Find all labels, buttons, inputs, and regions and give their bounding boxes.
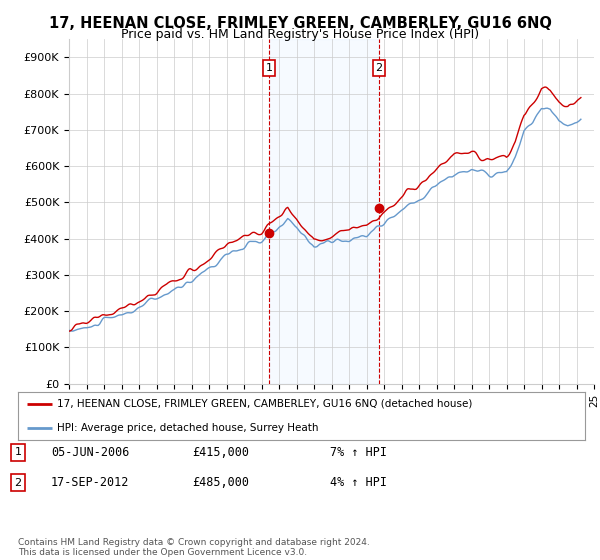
Text: 17, HEENAN CLOSE, FRIMLEY GREEN, CAMBERLEY, GU16 6NQ (detached house): 17, HEENAN CLOSE, FRIMLEY GREEN, CAMBERL… bbox=[56, 399, 472, 409]
Bar bbox=[269, 39, 379, 384]
Text: 7% ↑ HPI: 7% ↑ HPI bbox=[330, 446, 387, 459]
Text: 2: 2 bbox=[14, 478, 22, 488]
Text: HPI: Average price, detached house, Surrey Heath: HPI: Average price, detached house, Surr… bbox=[56, 423, 318, 433]
Text: £485,000: £485,000 bbox=[192, 476, 249, 489]
Text: 17-SEP-2012: 17-SEP-2012 bbox=[51, 476, 130, 489]
Text: 2: 2 bbox=[376, 63, 382, 73]
Text: 4% ↑ HPI: 4% ↑ HPI bbox=[330, 476, 387, 489]
Text: 05-JUN-2006: 05-JUN-2006 bbox=[51, 446, 130, 459]
Text: 1: 1 bbox=[265, 63, 272, 73]
Text: £415,000: £415,000 bbox=[192, 446, 249, 459]
Text: Contains HM Land Registry data © Crown copyright and database right 2024.
This d: Contains HM Land Registry data © Crown c… bbox=[18, 538, 370, 557]
Text: 17, HEENAN CLOSE, FRIMLEY GREEN, CAMBERLEY, GU16 6NQ: 17, HEENAN CLOSE, FRIMLEY GREEN, CAMBERL… bbox=[49, 16, 551, 31]
Text: 1: 1 bbox=[14, 447, 22, 458]
Text: Price paid vs. HM Land Registry's House Price Index (HPI): Price paid vs. HM Land Registry's House … bbox=[121, 28, 479, 41]
